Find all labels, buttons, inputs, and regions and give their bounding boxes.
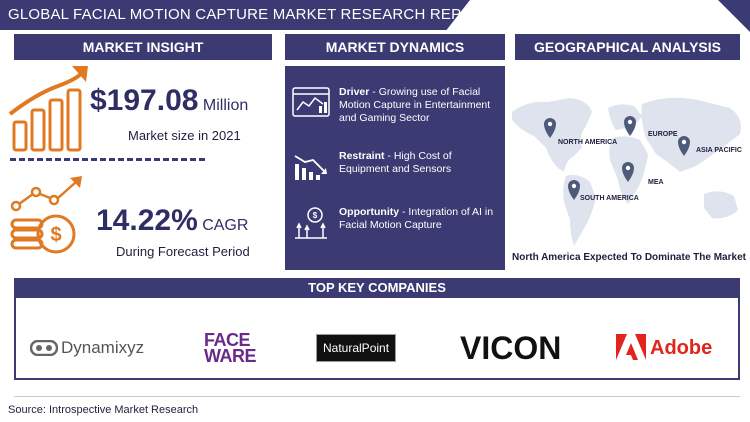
vicon-logo: VICON xyxy=(460,328,561,368)
coins-growth-icon: $ xyxy=(10,176,82,254)
cagr-unit: CAGR xyxy=(202,217,249,234)
svg-text:$: $ xyxy=(50,224,61,246)
faceware-logo: FACE WARE xyxy=(204,328,257,368)
asia-pacific-pin-icon xyxy=(678,136,690,156)
dynamixyz-wordmark: Dynamixyz xyxy=(61,338,145,357)
faceware-wordmark-line1: FACE xyxy=(204,330,251,350)
market-dynamics-panel: Driver - Growing use of Facial Motion Ca… xyxy=(285,66,505,270)
cagr-row: 14.22% CAGR xyxy=(96,204,248,238)
opportunity-item: $ Opportunity - Integration of AI in Fac… xyxy=(291,206,501,240)
map-label-europe: EUROPE xyxy=(648,131,678,138)
restraint-label: Restraint xyxy=(339,150,385,162)
driver-item: Driver - Growing use of Facial Motion Ca… xyxy=(291,86,501,125)
naturalpoint-wordmark: NaturalPoint xyxy=(316,334,397,362)
world-map: NORTH AMERICA EUROPE ASIA PACIFIC MEA SO… xyxy=(512,97,742,246)
page-title: GLOBAL FACIAL MOTION CAPTURE MARKET RESE… xyxy=(8,6,494,23)
asia-shape xyxy=(641,97,741,172)
top-key-companies-panel: TOP KEY COMPANIES Dynamixyz FACE WARE Na… xyxy=(14,278,740,380)
dynamixyz-mark-icon xyxy=(30,340,58,356)
corner-accent xyxy=(718,0,750,32)
geography-caption: North America Expected To Dominate The M… xyxy=(512,252,746,263)
growth-chart-icon xyxy=(8,66,88,152)
mea-pin-icon xyxy=(622,162,634,182)
driver-label: Driver xyxy=(339,86,370,98)
map-label-north-america: NORTH AMERICA xyxy=(558,139,617,146)
adobe-wordmark: Adobe xyxy=(650,336,713,359)
geographical-analysis-header: GEOGRAPHICAL ANALYSIS xyxy=(515,34,740,60)
map-label-mea: MEA xyxy=(648,179,664,186)
market-size-row: $197.08 Million xyxy=(90,84,248,118)
region-pins xyxy=(544,116,690,200)
vicon-wordmark: VICON xyxy=(460,329,562,366)
market-dynamics-header: MARKET DYNAMICS xyxy=(285,34,505,60)
title-background xyxy=(0,0,470,30)
insight-divider xyxy=(10,158,205,161)
australia-shape xyxy=(704,191,738,219)
source-note: Source: Introspective Market Research xyxy=(8,404,199,416)
dashboard-chart-icon xyxy=(292,87,330,117)
cagr-caption: During Forecast Period xyxy=(116,244,250,259)
footer-divider xyxy=(14,396,740,397)
market-size-unit: Million xyxy=(202,97,249,114)
adobe-mark-icon xyxy=(616,334,646,360)
market-size-caption: Market size in 2021 xyxy=(128,128,241,143)
top-key-companies-header: TOP KEY COMPANIES xyxy=(14,278,740,298)
opportunity-text: Opportunity - Integration of AI in Facia… xyxy=(339,206,501,232)
cagr-value: 14.22% xyxy=(96,204,198,237)
opportunity-description: - Integration of AI in Facial Motion Cap… xyxy=(339,206,494,231)
map-label-south-america: SOUTH AMERICA xyxy=(580,195,639,202)
declining-chart-icon xyxy=(294,155,327,180)
market-insight-header: MARKET INSIGHT xyxy=(14,34,272,60)
driver-text: Driver - Growing use of Facial Motion Ca… xyxy=(339,86,501,125)
north-america-pin-icon xyxy=(544,118,556,138)
restraint-item: Restraint - High Cost of Equipment and S… xyxy=(291,150,501,184)
faceware-wordmark-line2: WARE xyxy=(204,346,257,366)
driver-description: - Growing use of Facial Motion Capture i… xyxy=(339,86,491,124)
svg-text:$: $ xyxy=(313,211,318,220)
map-label-asia-pacific: ASIA PACIFIC xyxy=(696,147,742,154)
europe-pin-icon xyxy=(624,116,636,136)
restraint-description: - High Cost of Equipment and Sensors xyxy=(339,150,452,175)
opportunity-label: Opportunity xyxy=(339,206,400,218)
restraint-text: Restraint - High Cost of Equipment and S… xyxy=(339,150,501,176)
opportunity-growth-icon: $ xyxy=(295,207,327,239)
dynamixyz-logo: Dynamixyz xyxy=(30,328,144,368)
adobe-logo: Adobe xyxy=(616,328,712,368)
naturalpoint-logo: NaturalPoint xyxy=(316,328,397,368)
south-america-pin-icon xyxy=(568,180,580,200)
market-size-value: $197.08 xyxy=(90,84,199,117)
title-bar: GLOBAL FACIAL MOTION CAPTURE MARKET RESE… xyxy=(0,0,750,32)
